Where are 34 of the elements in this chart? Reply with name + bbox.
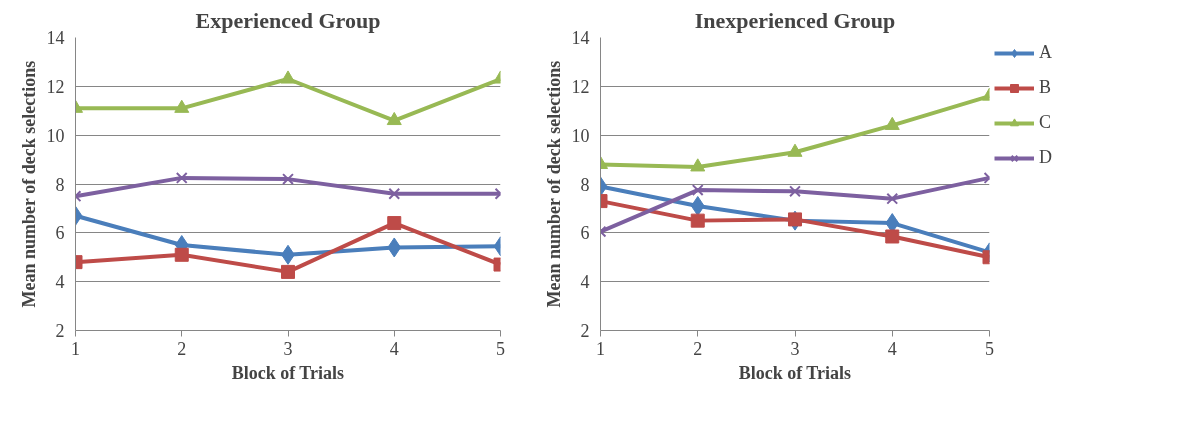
legend-label: C bbox=[1039, 112, 1052, 133]
x-tick-label: 2 bbox=[693, 338, 703, 359]
x-tick-label: 3 bbox=[283, 338, 293, 359]
y-tick-label: 10 bbox=[46, 125, 65, 146]
y-tick-label: 2 bbox=[580, 321, 590, 341]
y-tick-label: 10 bbox=[571, 125, 590, 146]
y-tick-label: 6 bbox=[55, 223, 65, 244]
y-tick-label: 8 bbox=[55, 174, 65, 195]
x-tick-label: 5 bbox=[496, 338, 505, 359]
y-tick-label: 12 bbox=[46, 76, 65, 97]
y-axis-title: Mean number of deck selections bbox=[18, 60, 39, 308]
legend-label: A bbox=[1039, 42, 1053, 63]
y-tick-label: 14 bbox=[571, 28, 590, 48]
x-tick-label: 4 bbox=[389, 338, 399, 359]
y-tick-label: 2 bbox=[55, 321, 65, 341]
y-tick-label: 4 bbox=[580, 272, 590, 293]
y-axis-title: Mean number of deck selections bbox=[543, 60, 564, 308]
x-axis-title: Block of Trials bbox=[738, 362, 852, 383]
x-tick-label: 1 bbox=[71, 338, 80, 359]
y-tick-label: 14 bbox=[46, 28, 65, 48]
x-tick-label: 1 bbox=[596, 338, 605, 359]
y-tick-label: 8 bbox=[580, 174, 590, 195]
y-tick-label: 4 bbox=[55, 272, 65, 293]
x-axis-title: Block of Trials bbox=[231, 362, 345, 383]
x-tick-label: 4 bbox=[887, 338, 897, 359]
x-tick-label: 5 bbox=[985, 338, 994, 359]
y-tick-label: 12 bbox=[571, 76, 590, 97]
x-tick-label: 2 bbox=[177, 338, 187, 359]
y-tick-label: 6 bbox=[580, 223, 590, 244]
legend-label: B bbox=[1039, 77, 1052, 98]
x-tick-label: 3 bbox=[790, 338, 800, 359]
legend-label: D bbox=[1039, 147, 1053, 168]
chart-title: Inexperienced Group bbox=[694, 7, 896, 33]
chart-title: Experienced Group bbox=[195, 7, 381, 33]
